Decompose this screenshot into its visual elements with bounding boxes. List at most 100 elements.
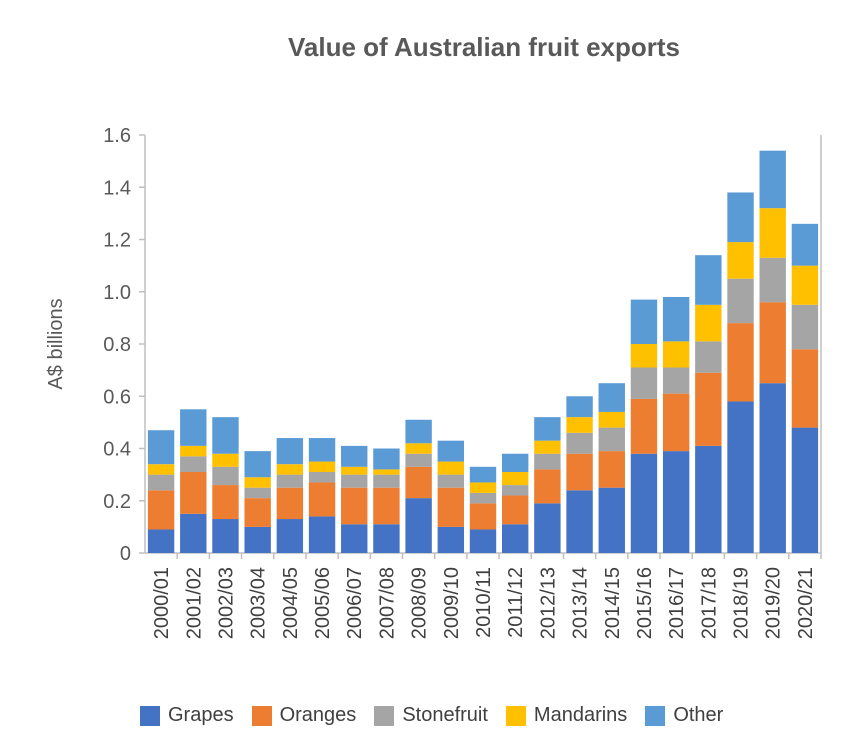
x-tick-label: 2000/01 xyxy=(151,567,173,639)
bar-mandarins xyxy=(534,440,561,454)
bar-stonefruit xyxy=(212,466,239,486)
legend-item-other: Other xyxy=(645,704,723,727)
bar-grapes xyxy=(662,451,690,553)
x-tick-label: 2018/19 xyxy=(731,567,753,639)
x-tick-label: 2016/17 xyxy=(666,567,688,639)
bar-grapes xyxy=(212,519,239,553)
x-tick-label: 2011/12 xyxy=(505,567,527,638)
bar-other xyxy=(791,223,819,266)
bar-oranges xyxy=(147,490,175,530)
y-axis-label: A$ billions xyxy=(45,298,67,389)
legend-label: Other xyxy=(673,704,724,726)
bar-oranges xyxy=(630,398,658,454)
bar-stonefruit xyxy=(276,474,304,488)
bar-other xyxy=(501,453,529,473)
bar-mandarins xyxy=(727,242,754,279)
bar-grapes xyxy=(437,526,465,553)
bar-stonefruit xyxy=(341,474,368,488)
bar-oranges xyxy=(791,349,819,428)
bar-oranges xyxy=(501,495,529,525)
bar-other xyxy=(759,150,786,209)
bar-stonefruit xyxy=(727,278,754,324)
bar-mandarins xyxy=(566,417,593,433)
bar-grapes xyxy=(341,524,368,553)
bar-other xyxy=(437,440,465,462)
legend-swatch xyxy=(140,705,160,726)
bar-grapes xyxy=(791,427,819,553)
bar-stonefruit xyxy=(373,474,400,488)
bar-grapes xyxy=(244,526,271,553)
chart-bars xyxy=(147,150,819,553)
bar-mandarins xyxy=(212,453,239,467)
bar-grapes xyxy=(308,516,336,553)
legend-item-mandarins: Mandarins xyxy=(505,704,627,727)
bar-other xyxy=(534,417,561,441)
bar-oranges xyxy=(759,302,786,384)
x-tick-label: 2012/13 xyxy=(537,567,559,639)
bar-grapes xyxy=(566,490,593,553)
bar-mandarins xyxy=(598,411,625,428)
bar-oranges xyxy=(180,472,207,514)
bar-stonefruit xyxy=(566,432,593,454)
bar-stonefruit xyxy=(662,367,690,394)
bar-grapes xyxy=(147,529,175,553)
bar-mandarins xyxy=(341,466,368,475)
bar-grapes xyxy=(469,529,497,553)
bar-mandarins xyxy=(791,265,819,305)
x-tick-label: 2009/10 xyxy=(441,567,463,639)
bar-other xyxy=(180,409,207,446)
bar-oranges xyxy=(598,451,625,488)
bar-mandarins xyxy=(630,344,658,368)
bar-oranges xyxy=(276,487,304,520)
bar-stonefruit xyxy=(791,304,819,350)
bar-oranges xyxy=(308,482,336,517)
bar-mandarins xyxy=(373,469,400,475)
x-tick-label: 2020/21 xyxy=(795,567,817,639)
bar-other xyxy=(341,445,368,467)
x-tick-label: 2005/06 xyxy=(312,567,334,639)
y-axis-ticks: 0 0.2 0.4 0.6 0.8 1.0 1.2 1.4 1.6 xyxy=(103,125,145,565)
bar-stonefruit xyxy=(437,474,465,488)
bar-other xyxy=(566,396,593,418)
legend-swatch xyxy=(505,705,526,726)
bar-mandarins xyxy=(501,472,529,486)
legend-item-grapes: Grapes xyxy=(140,704,234,727)
bar-other xyxy=(598,383,625,412)
bar-other xyxy=(695,255,722,305)
bar-oranges xyxy=(566,453,593,491)
bar-oranges xyxy=(405,466,432,499)
x-tick-label: 2015/16 xyxy=(634,567,656,639)
bar-other xyxy=(405,419,432,444)
bar-grapes xyxy=(276,519,304,553)
bar-stonefruit xyxy=(244,487,271,499)
bar-other xyxy=(147,430,175,465)
bar-mandarins xyxy=(437,461,465,475)
bar-oranges xyxy=(662,393,690,452)
y-tick-label: 0 xyxy=(120,543,131,565)
x-tick-label: 2014/15 xyxy=(602,567,624,639)
bar-stonefruit xyxy=(534,453,561,470)
y-tick-label: 0.8 xyxy=(103,334,131,356)
bar-other xyxy=(244,451,271,478)
legend-item-oranges: Oranges xyxy=(251,704,357,727)
bar-other xyxy=(662,296,690,342)
legend-label: Grapes xyxy=(168,704,234,726)
bar-oranges xyxy=(727,323,754,402)
bar-stonefruit xyxy=(695,341,722,373)
bar-mandarins xyxy=(147,464,175,475)
y-tick-label: 1.4 xyxy=(103,177,131,199)
bar-mandarins xyxy=(308,461,336,473)
bar-oranges xyxy=(437,487,465,527)
bar-oranges xyxy=(373,487,400,525)
bar-grapes xyxy=(373,524,400,553)
bar-other xyxy=(727,192,754,243)
bar-mandarins xyxy=(469,482,497,493)
bar-oranges xyxy=(534,469,561,504)
bar-stonefruit xyxy=(501,485,529,496)
bar-other xyxy=(373,448,400,470)
x-tick-label: 2004/05 xyxy=(280,567,302,639)
legend-swatch xyxy=(251,705,272,726)
x-tick-label: 2001/02 xyxy=(183,567,205,639)
bar-stonefruit xyxy=(405,453,432,467)
legend-label: Oranges xyxy=(279,704,357,726)
